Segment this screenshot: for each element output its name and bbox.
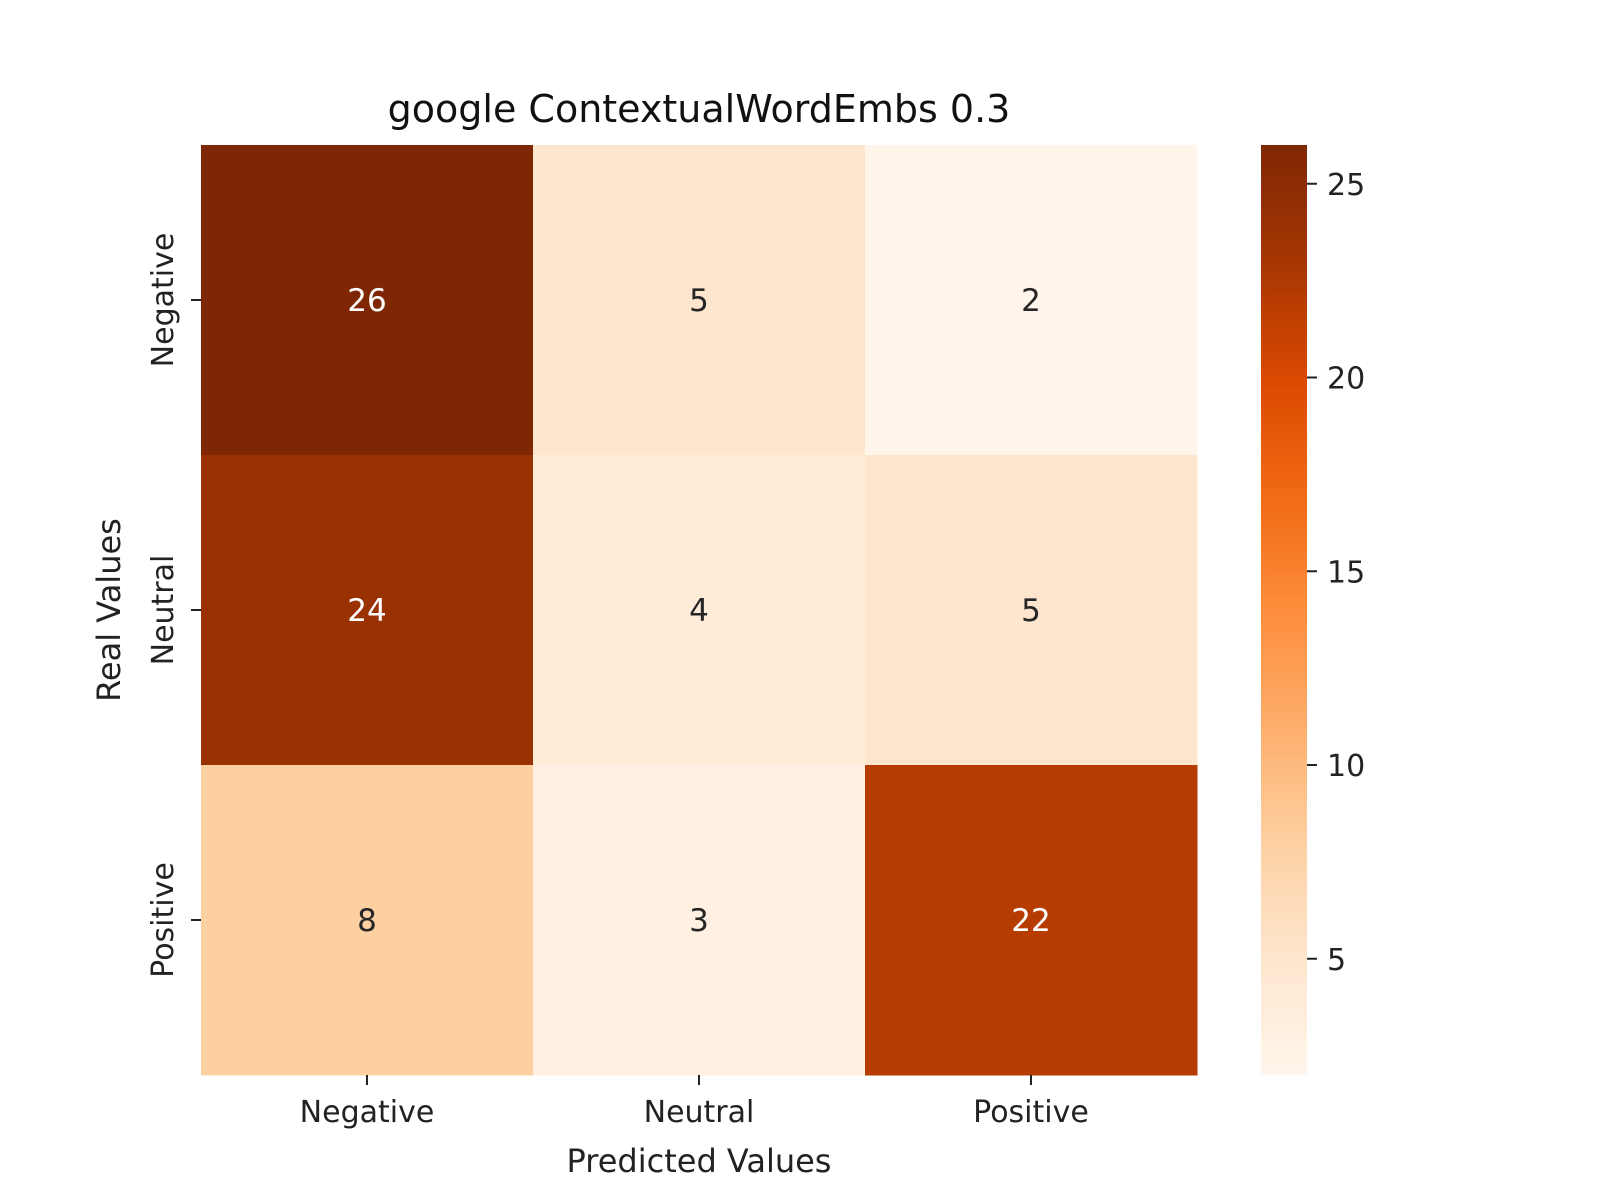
heatmap-cell — [533, 765, 866, 1076]
x-tick-label: Neutral — [644, 1095, 755, 1130]
cell-value-label: 5 — [1021, 593, 1041, 629]
cell-value-label: 24 — [347, 593, 386, 629]
heatmap-cell — [865, 145, 1198, 456]
y-axis-label: Real Values — [90, 518, 128, 702]
cell-value-label: 26 — [347, 283, 386, 319]
cell-value-label: 8 — [357, 903, 377, 939]
cell-value-label: 3 — [689, 903, 709, 939]
cell-value-label: 22 — [1011, 903, 1050, 939]
y-tick-label: Negative — [146, 233, 181, 368]
x-axis: Negative Neutral Positive — [300, 1075, 1089, 1130]
y-tick-label: Positive — [146, 862, 181, 978]
heatmap-cell — [865, 455, 1198, 766]
colorbar-tick-label: 15 — [1327, 555, 1365, 590]
heatmap-cell — [201, 455, 534, 766]
colorbar-tick-label: 10 — [1327, 749, 1365, 784]
heatmap-cell — [533, 145, 866, 456]
heatmap-cell — [865, 765, 1198, 1076]
colorbar-tick-label: 5 — [1327, 943, 1346, 978]
cell-value-label: 4 — [689, 593, 709, 629]
heatmap-cells: 26 5 2 24 4 5 8 3 22 — [201, 145, 1198, 1076]
y-axis: Negative Neutral Positive — [146, 233, 201, 978]
heatmap-cell — [533, 455, 866, 766]
x-tick-label: Negative — [300, 1095, 435, 1130]
x-tick-label: Positive — [973, 1095, 1089, 1130]
y-tick-label: Neutral — [146, 555, 181, 666]
x-axis-label: Predicted Values — [567, 1142, 832, 1180]
colorbar-gradient — [1261, 145, 1307, 1075]
colorbar-tick-label: 25 — [1327, 168, 1365, 203]
heatmap-cell — [201, 145, 534, 456]
colorbar-tick-label: 20 — [1327, 362, 1365, 397]
cell-value-label: 5 — [689, 283, 709, 319]
chart-title: google ContextualWordEmbs 0.3 — [388, 87, 1011, 131]
cell-value-label: 2 — [1021, 283, 1041, 319]
heatmap-cell — [201, 765, 534, 1076]
colorbar: 5 10 15 20 25 — [1261, 145, 1365, 1075]
